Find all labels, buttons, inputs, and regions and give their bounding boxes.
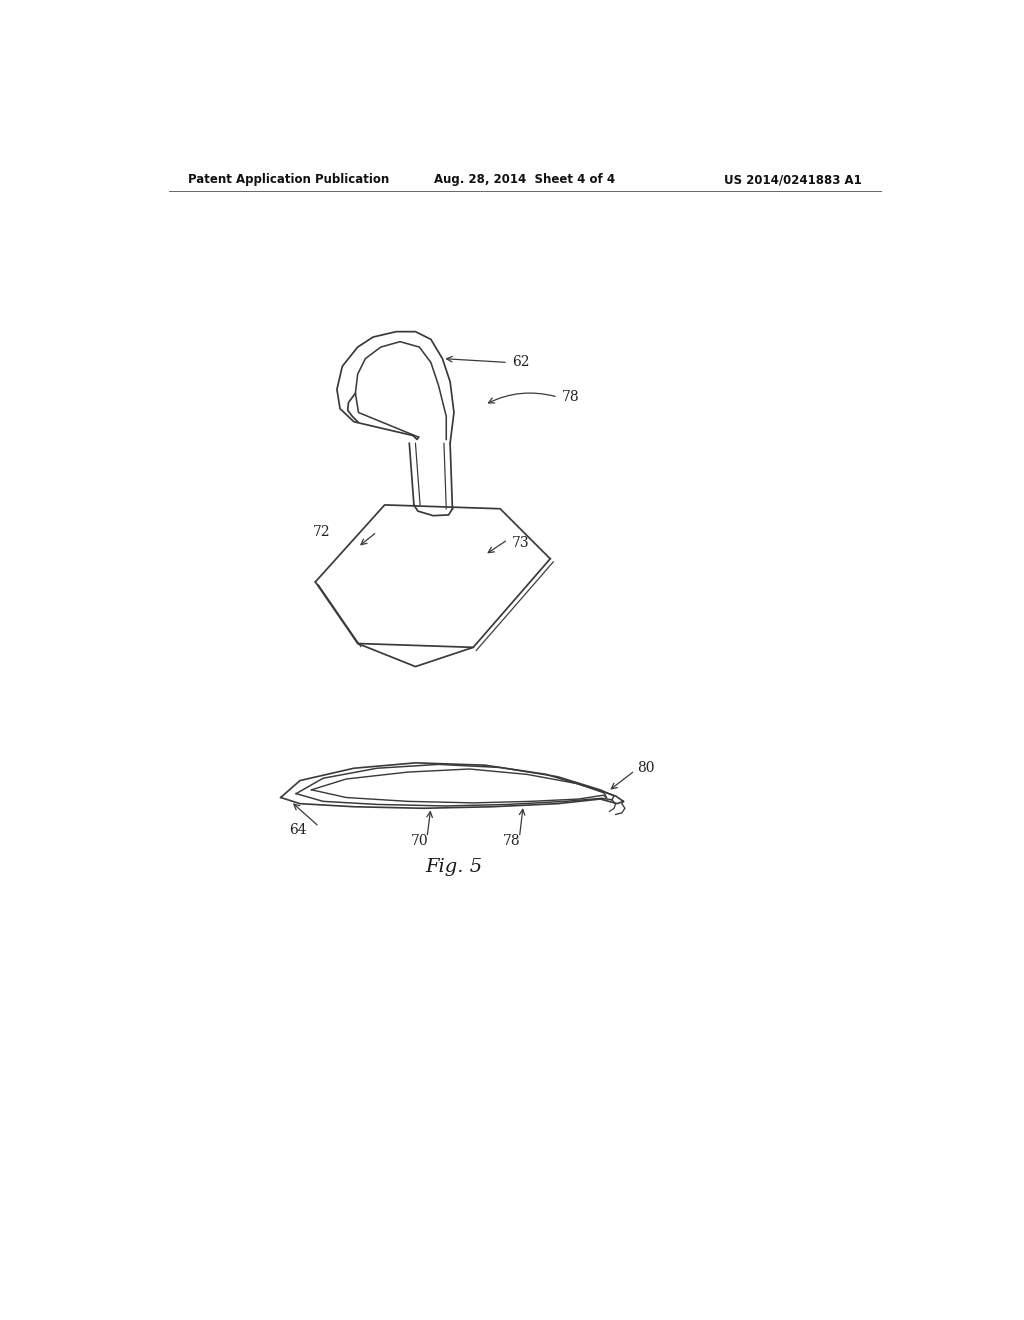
Text: Aug. 28, 2014  Sheet 4 of 4: Aug. 28, 2014 Sheet 4 of 4: [434, 173, 615, 186]
Text: 62: 62: [512, 355, 530, 370]
Text: 72: 72: [313, 525, 331, 539]
Text: 64: 64: [290, 822, 307, 837]
Text: 80: 80: [637, 762, 654, 775]
Text: 70: 70: [411, 834, 428, 847]
Text: 78: 78: [503, 834, 520, 847]
Text: Fig. 5: Fig. 5: [425, 858, 482, 875]
Text: 78: 78: [562, 391, 580, 404]
Text: Patent Application Publication: Patent Application Publication: [188, 173, 389, 186]
Text: 73: 73: [512, 536, 529, 550]
Text: US 2014/0241883 A1: US 2014/0241883 A1: [724, 173, 862, 186]
